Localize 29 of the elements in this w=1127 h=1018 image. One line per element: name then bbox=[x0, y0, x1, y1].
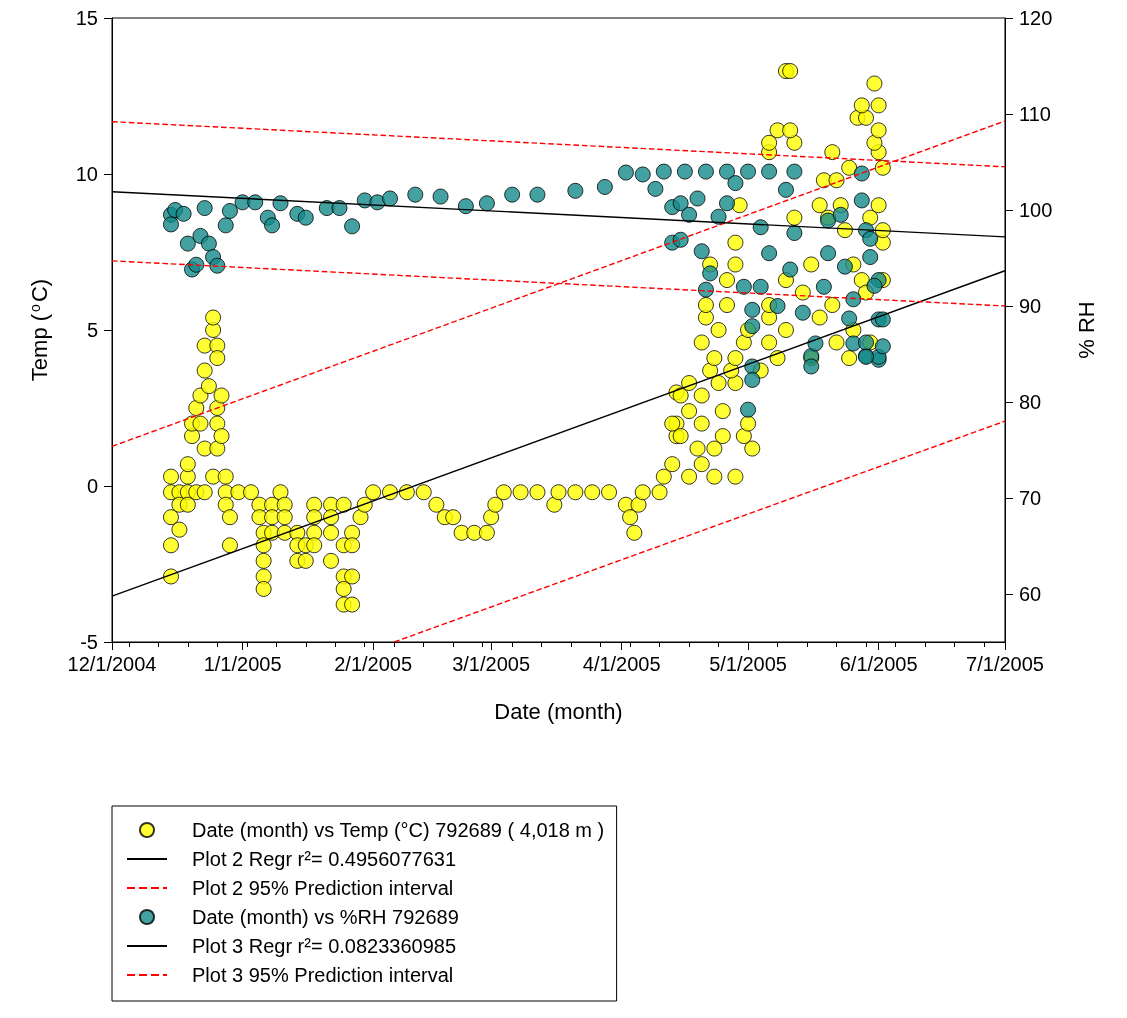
x-tick-label: 5/1/2005 bbox=[709, 653, 787, 675]
x-tick-label: 7/1/2005 bbox=[966, 653, 1044, 675]
y-axis-title: Temp (oC) bbox=[26, 278, 52, 382]
y-tick-label: 5 bbox=[86, 319, 98, 341]
y2-tick-label: 120 bbox=[1019, 7, 1053, 29]
legend-label: Plot 2 Regr r²= 0.4956077631 bbox=[192, 848, 457, 870]
x-tick-label: 4/1/2005 bbox=[582, 653, 661, 675]
y-tick-label: 15 bbox=[75, 7, 98, 29]
y2-tick-label: 110 bbox=[1019, 103, 1051, 125]
x-tick-label: 12/1/2004 bbox=[67, 653, 157, 675]
legend-label: Date (month) vs Temp (°C) 792689 ( 4,018 m ) bbox=[192, 819, 605, 841]
y2-axis-title: % RH bbox=[1073, 301, 1099, 359]
legend-label: Plot 2 95% Prediction interval bbox=[192, 877, 454, 899]
x-tick-label: 2/1/2005 bbox=[334, 653, 413, 675]
y-tick-label: 0 bbox=[86, 475, 98, 497]
y2-tick-label: 90 bbox=[1019, 295, 1042, 317]
legend-label: Date (month) vs %RH 792689 bbox=[192, 906, 459, 928]
x-axis-title: Date (month) bbox=[494, 698, 623, 724]
y2-tick-label: 100 bbox=[1019, 199, 1053, 221]
y2-tick-label: 60 bbox=[1019, 583, 1042, 605]
x-tick-label: 3/1/2005 bbox=[452, 653, 531, 675]
x-tick-label: 6/1/2005 bbox=[839, 653, 918, 675]
x-tick-label: 1/1/2005 bbox=[203, 653, 282, 675]
y-tick-label: -5 bbox=[80, 631, 98, 653]
legend-label: Plot 3 95% Prediction interval bbox=[192, 964, 454, 986]
y2-tick-label: 70 bbox=[1019, 487, 1042, 509]
legend-label: Plot 3 Regr r²= 0.0823360985 bbox=[192, 935, 457, 957]
y-tick-label: 10 bbox=[75, 163, 98, 185]
y2-tick-label: 80 bbox=[1019, 391, 1042, 413]
